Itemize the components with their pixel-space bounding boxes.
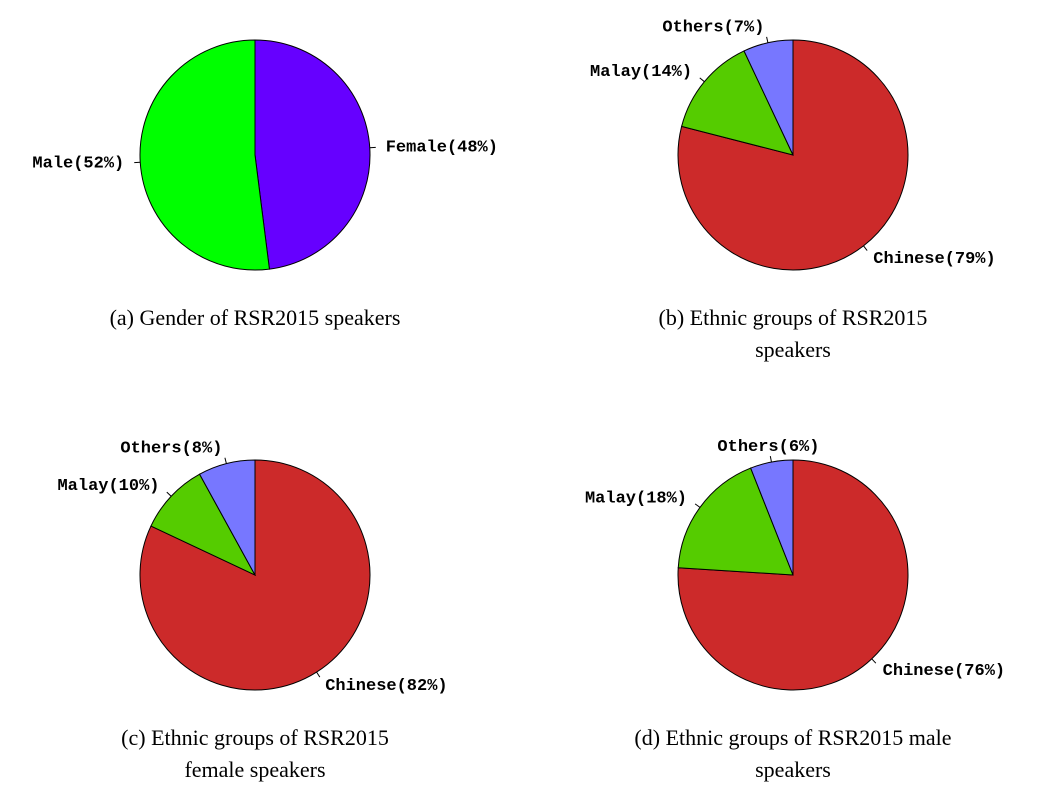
label-tick <box>699 77 705 83</box>
caption: (c) Ethnic groups of RSR2015 female spea… <box>121 725 389 782</box>
slice-label: Others(8%) <box>120 440 222 459</box>
label-tick <box>166 491 172 497</box>
pie-chart: Female(48%) Male(52%) <box>32 39 498 271</box>
pie-slice <box>677 467 794 576</box>
label-tick <box>766 36 769 43</box>
pie-slice <box>198 459 256 576</box>
slice-label: Others(6%) <box>717 438 819 457</box>
pie-slice <box>681 50 794 156</box>
slice-label: Chinese(79%) <box>873 250 995 269</box>
pie-slice <box>254 39 371 270</box>
caption: (a) Gender of RSR2015 speakers <box>109 305 401 330</box>
slice-label: Chinese(82%) <box>325 677 447 694</box>
label-tick <box>863 245 868 251</box>
slice-label: Chinese(76%) <box>883 662 1005 681</box>
label-tick <box>694 503 701 508</box>
pie-slice <box>139 39 270 271</box>
pie-chart: Chinese(82%) Malay(10%) Others(8%) <box>57 440 447 694</box>
slice-label: Others(7%) <box>662 19 764 38</box>
chart-panel: Chinese(82%) Malay(10%) Others(8%) (c) Ethn… <box>0 394 524 788</box>
pie-slice <box>750 459 794 576</box>
slice-label: Malay(10%) <box>57 477 159 496</box>
slice-label: Malay(14%) <box>590 63 692 82</box>
chart-panel: Chinese(76%) Malay(18%) Others(6%) (d) Ethn… <box>524 394 1048 788</box>
chart-panel: Female(48%) Male(52%) (a) Gender of RSR201… <box>0 0 524 394</box>
caption: (d) Ethnic groups of RSR2015 male speake… <box>634 725 952 782</box>
caption: (b) Ethnic groups of RSR2015 speakers <box>658 305 928 362</box>
pie-chart: Chinese(76%) Malay(18%) Others(6%) <box>585 438 1005 691</box>
chart-panel: Chinese(79%) Malay(14%) Others(7%) (b) Ethn… <box>524 0 1048 394</box>
pie-slice <box>150 473 257 577</box>
slice-label: Male(52%) <box>32 155 124 174</box>
label-tick <box>769 456 772 463</box>
label-tick <box>224 457 227 464</box>
label-tick <box>871 658 877 664</box>
label-tick <box>316 671 321 678</box>
pie-chart: Chinese(79%) Malay(14%) Others(7%) <box>590 19 996 271</box>
slice-label: Malay(18%) <box>585 489 687 508</box>
slice-label: Female(48%) <box>386 138 498 157</box>
